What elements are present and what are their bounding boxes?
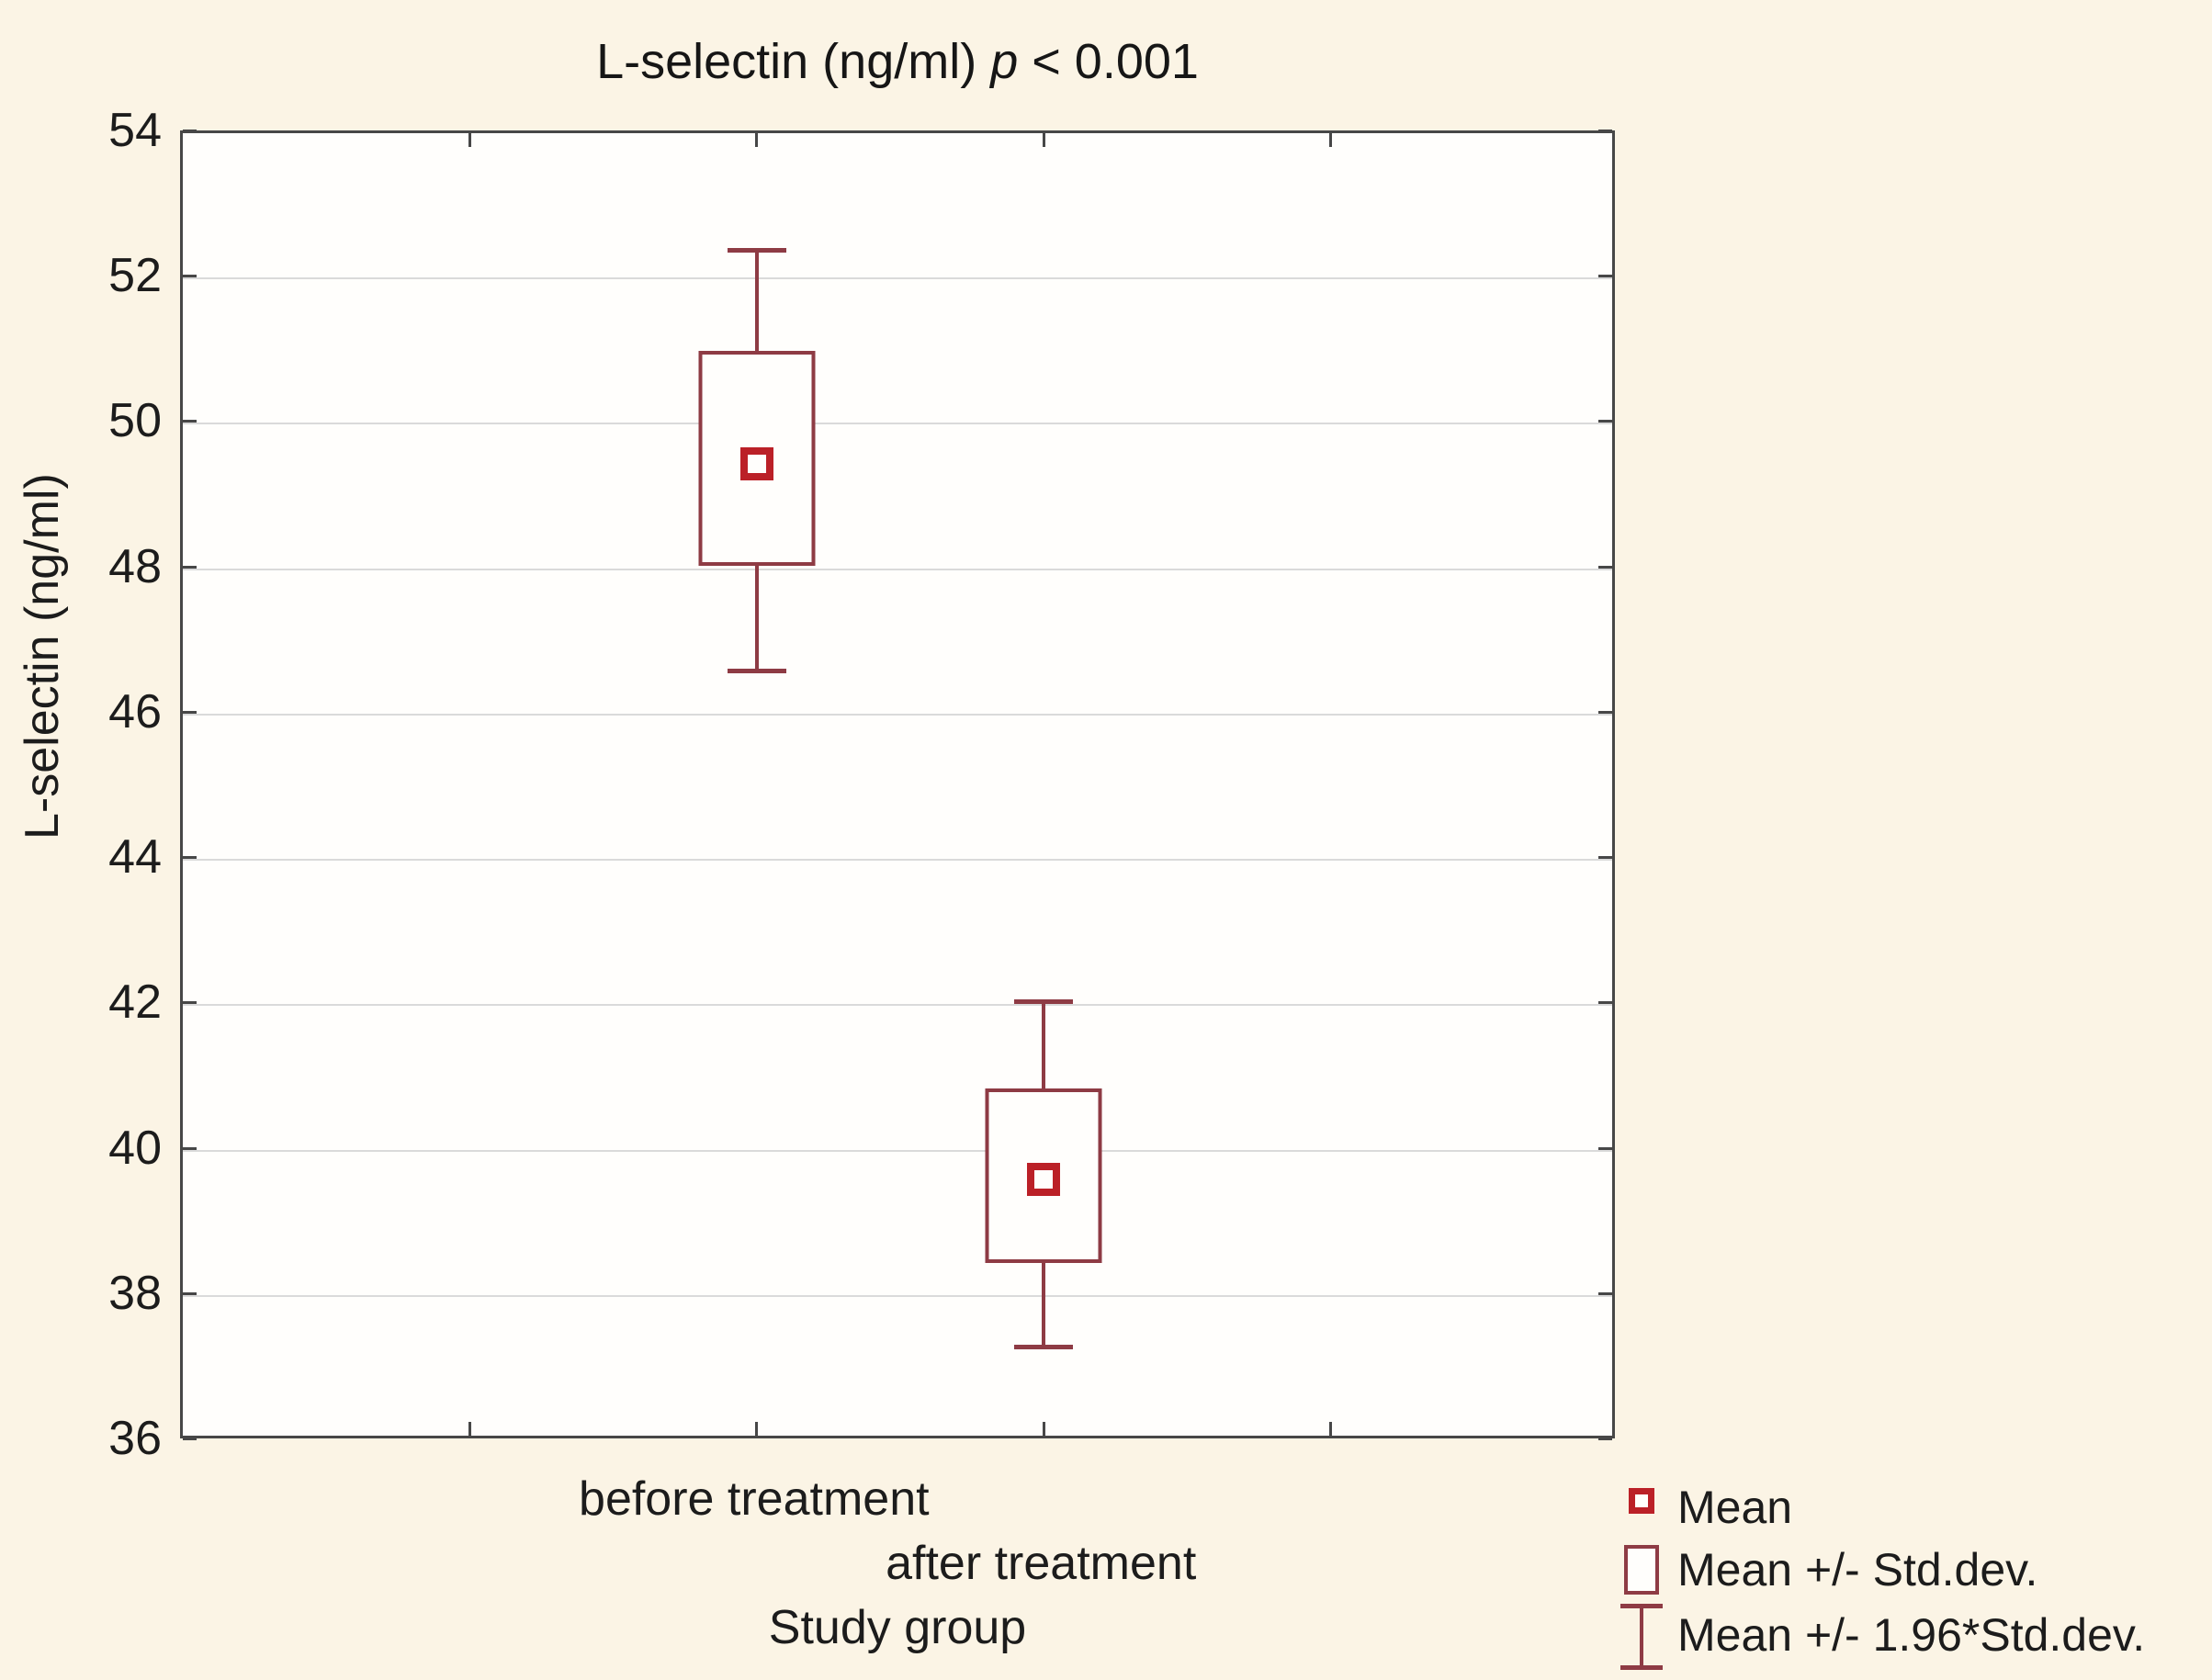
y-tick-right-54	[1598, 130, 1612, 132]
y-tick-label-48: 48	[108, 539, 162, 593]
x-tick-bottom-1	[755, 1422, 759, 1436]
y-tick-label-54: 54	[108, 104, 162, 157]
legend-label-196-std-dev: Mean +/- 1.96*Std.dev.	[1677, 1609, 2146, 1661]
x-tick-bottom-0	[468, 1422, 471, 1436]
y-tick-right-44	[1598, 856, 1612, 860]
y-tick-right-40	[1598, 1146, 1612, 1150]
y-tick-right-42	[1598, 1001, 1612, 1005]
y-tick-right-50	[1598, 420, 1612, 423]
whisker-cap-bottom-1	[1014, 1345, 1074, 1350]
mean-marker-icon	[1609, 1488, 1674, 1514]
whisker-cap-bottom-0	[727, 669, 786, 674]
y-axis-label: L-selectin (ng/ml)	[16, 473, 69, 840]
legend-label-mean: Mean	[1677, 1482, 1793, 1533]
gridline-y-50	[183, 423, 1612, 425]
y-tick-label-44: 44	[108, 830, 162, 885]
gridline-y-48	[183, 568, 1612, 570]
y-tick-label-42: 42	[108, 975, 162, 1030]
x-axis-label: Study group	[768, 1601, 1027, 1654]
x-tick-top-2	[1042, 133, 1045, 147]
y-tick-right-38	[1598, 1291, 1612, 1295]
chart-title: L-selectin (ng/ml) p < 0.001	[596, 33, 1199, 90]
gridline-y-42	[183, 1004, 1612, 1007]
whisker-cap-top-1	[1014, 999, 1074, 1005]
x-tick-top-1	[755, 133, 759, 147]
y-tick-label-36: 36	[108, 1412, 162, 1465]
x-tick-bottom-2	[1042, 1422, 1045, 1436]
chart-title-prefix: L-selectin (ng/ml)	[596, 34, 991, 89]
x-category-label-1: after treatment	[886, 1537, 1197, 1590]
x-category-label-0: before treatment	[579, 1472, 930, 1526]
y-tick-right-52	[1598, 275, 1612, 278]
whisker-icon	[1609, 1604, 1674, 1670]
y-tick-left-44	[183, 856, 197, 860]
x-tick-bottom-3	[1329, 1422, 1333, 1436]
y-tick-right-48	[1598, 565, 1612, 569]
y-tick-label-50: 50	[108, 394, 162, 448]
gridline-y-52	[183, 277, 1612, 280]
y-tick-left-46	[183, 710, 197, 714]
y-tick-right-46	[1598, 710, 1612, 714]
y-tick-left-40	[183, 1146, 197, 1150]
mean-marker-1	[1027, 1163, 1061, 1197]
y-tick-label-40: 40	[108, 1121, 162, 1175]
y-tick-left-50	[183, 420, 197, 423]
y-tick-left-48	[183, 565, 197, 569]
y-tick-left-38	[183, 1291, 197, 1295]
x-tick-top-3	[1329, 133, 1333, 147]
y-tick-left-54	[183, 130, 197, 132]
y-tick-label-38: 38	[108, 1266, 162, 1320]
legend-label-std-dev: Mean +/- Std.dev.	[1677, 1544, 2038, 1595]
gridline-y-44	[183, 859, 1612, 862]
y-tick-label-52: 52	[108, 249, 162, 303]
y-tick-left-36	[183, 1438, 197, 1440]
plot-area	[180, 130, 1615, 1440]
y-tick-left-42	[183, 1001, 197, 1005]
whisker-cap-top-0	[727, 247, 786, 253]
gridline-y-46	[183, 713, 1612, 716]
chart-title-suffix: < 0.001	[1018, 34, 1199, 89]
y-tick-left-52	[183, 275, 197, 278]
std-dev-box-icon	[1609, 1545, 1674, 1595]
gridline-y-38	[183, 1294, 1612, 1297]
y-tick-right-36	[1598, 1438, 1612, 1440]
gridline-y-40	[183, 1149, 1612, 1152]
chart-title-p-value-symbol: p	[990, 34, 1019, 89]
x-tick-top-0	[468, 133, 471, 147]
mean-marker-0	[739, 446, 773, 480]
y-tick-label-46: 46	[108, 684, 162, 739]
